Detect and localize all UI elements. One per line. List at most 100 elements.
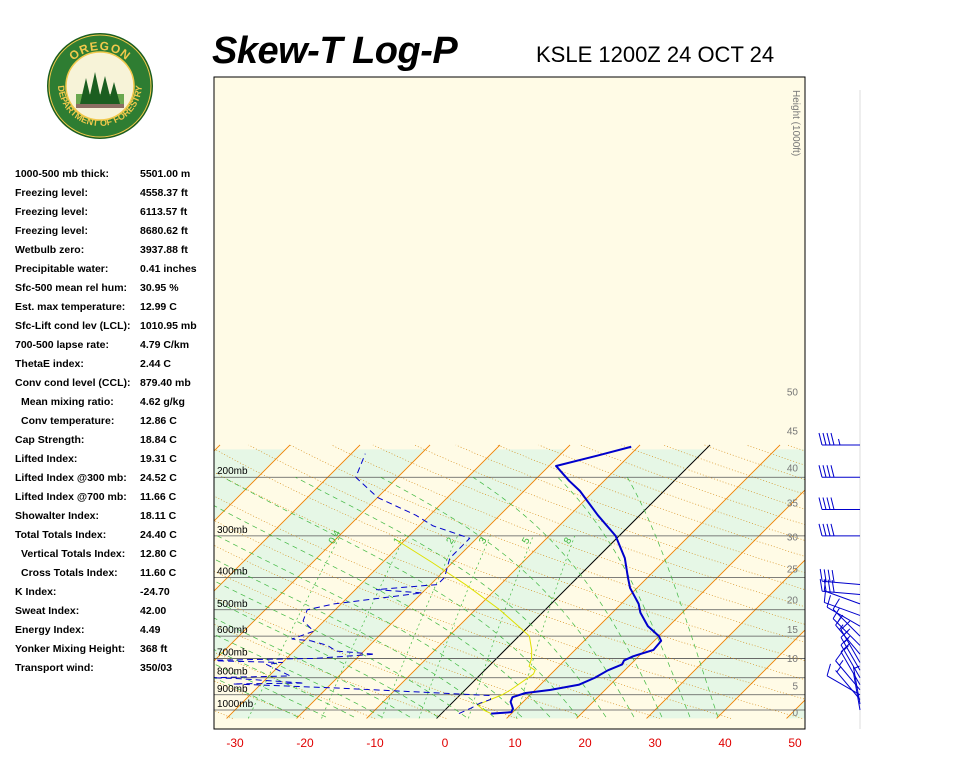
chart-title: Skew-T Log-P [212, 30, 458, 72]
isotherm-line [716, 629, 805, 719]
dry-adiabat [248, 444, 805, 662]
pressure-label: 200mb [217, 466, 248, 477]
index-row: Lifted Index @300 mb: 24.52 C [15, 472, 210, 491]
wind-barb [840, 642, 861, 686]
moist-adiabat [472, 476, 663, 718]
index-label: Vertical Totals Index: [21, 548, 126, 560]
moist-adiabat [222, 476, 579, 718]
index-row: Energy Index: 4.49 [15, 624, 210, 643]
isotherm-line [0, 445, 10, 718]
index-value: 4.62 g/kg [140, 396, 185, 408]
index-value: 18.84 C [140, 434, 177, 446]
temperature-tick-label: 50 [788, 736, 802, 750]
index-label: Cap Strength: [15, 434, 85, 446]
dry-adiabat [214, 623, 447, 719]
wind-barb [832, 607, 861, 646]
freezing-isotherm [436, 444, 711, 719]
index-label: Precipitable water: [15, 263, 109, 275]
wind-barb [818, 432, 860, 446]
moist-adiabat [214, 677, 299, 718]
dry-adiabat [214, 520, 732, 719]
isotherm-line [214, 444, 431, 662]
height-tick-label: 15 [787, 625, 799, 636]
isotherm-line [857, 445, 960, 718]
temperature-tick-label: 20 [578, 736, 592, 750]
moist-adiabat [214, 617, 411, 718]
dry-adiabat [214, 495, 803, 719]
index-label: Freezing level: [15, 225, 88, 237]
index-row: Showalter Index: 18.11 C [15, 510, 210, 529]
height-tick-label: 25 [787, 565, 799, 576]
isotherm-band [506, 449, 805, 719]
index-label: Sfc-Lift cond lev (LCL): [15, 320, 131, 332]
pressure-label: 700mb [217, 647, 248, 658]
index-value: 8680.62 ft [140, 225, 188, 237]
isotherm-line [226, 444, 501, 719]
temperature-tick-label: -20 [296, 736, 314, 750]
height-axis-label: Height (1000ft) [790, 90, 801, 156]
plot-frame [213, 76, 806, 730]
index-label: Conv cond level (CCL): [15, 377, 131, 389]
index-row: Sweat Index: 42.00 [15, 605, 210, 624]
dry-adiabat [214, 596, 518, 719]
index-label: 700-500 lapse rate: [15, 339, 109, 351]
dry-adiabat [214, 710, 233, 719]
index-value: 1010.95 mb [140, 320, 197, 332]
index-value: 350/03 [140, 662, 173, 674]
isotherm-band [226, 449, 566, 719]
index-row: Cross Totals Index: 11.60 C [15, 567, 210, 586]
index-label: Freezing level: [15, 206, 88, 218]
index-row: Precipitable water: 0.41 inches [15, 263, 210, 282]
index-row: Freezing level: 6113.57 ft [15, 206, 210, 225]
index-row: Cap Strength: 18.84 C [15, 434, 210, 453]
index-row: Lifted Index: 19.31 C [15, 453, 210, 472]
index-value: 18.11 C [140, 510, 177, 522]
index-row: Sfc-Lift cond lev (LCL): 1010.95 mb [15, 320, 210, 339]
index-label: Lifted Index: [15, 453, 78, 465]
index-row: Sfc-500 mean rel hum: 30.95 % [15, 282, 210, 301]
isotherm-line [214, 444, 291, 522]
wind-barb [823, 590, 861, 616]
oregon-department-of-forestry-logo: OREGON DEPARTMENT OF FORESTRY [47, 33, 153, 139]
parcel-trace [397, 540, 536, 715]
index-row: Freezing level: 8680.62 ft [15, 225, 210, 244]
isotherm-line [214, 444, 221, 452]
index-label: Est. max temperature: [15, 301, 126, 313]
mixing-ratio-label: 3 [477, 535, 490, 546]
pressure-label: 500mb [217, 599, 248, 610]
index-label: K Index: [15, 586, 57, 598]
height-tick-label: 45 [787, 427, 799, 438]
index-label: Lifted Index @300 mb: [15, 472, 127, 484]
station-time-label: KSLE 1200Z 24 OCT 24 [536, 42, 775, 67]
index-label: Energy Index: [15, 624, 85, 636]
index-value: 11.60 C [140, 567, 177, 579]
index-row: Lifted Index @700 mb: 11.66 C [15, 491, 210, 510]
dry-adiabat [414, 444, 805, 590]
moist-adiabat [214, 649, 355, 718]
index-row: ThetaE index: 2.44 C [15, 358, 210, 377]
index-row: Freezing level: 4558.37 ft [15, 187, 210, 206]
wind-barb [826, 595, 861, 627]
height-tick-label: 5 [792, 681, 798, 692]
index-row: Yonker Mixing Height: 368 ft [15, 643, 210, 662]
index-label: 1000-500 mb thick: [15, 168, 109, 180]
index-value: 4558.37 ft [140, 187, 188, 199]
index-label: Transport wind: [15, 662, 94, 674]
wind-barb [818, 465, 860, 478]
isotherm-line [366, 444, 641, 719]
wind-barb [818, 497, 860, 511]
isotherm-line [296, 444, 571, 719]
moist-adiabat [214, 505, 551, 718]
temperature-tick-label: -30 [226, 736, 244, 750]
dry-adiabat [214, 471, 805, 700]
temperature-tick-label: 30 [648, 736, 662, 750]
stability-indices-panel: 1000-500 mb thick: 5501.00 m Freezing leve… [15, 168, 210, 681]
dry-adiabat [214, 570, 589, 719]
pressure-label: 900mb [217, 684, 248, 695]
dewpoint-trace [214, 453, 492, 715]
moist-adiabat [380, 476, 635, 718]
dry-adiabat [787, 444, 805, 452]
mixing-ratio-line [515, 535, 576, 719]
index-row: Conv temperature: 12.86 C [15, 415, 210, 434]
